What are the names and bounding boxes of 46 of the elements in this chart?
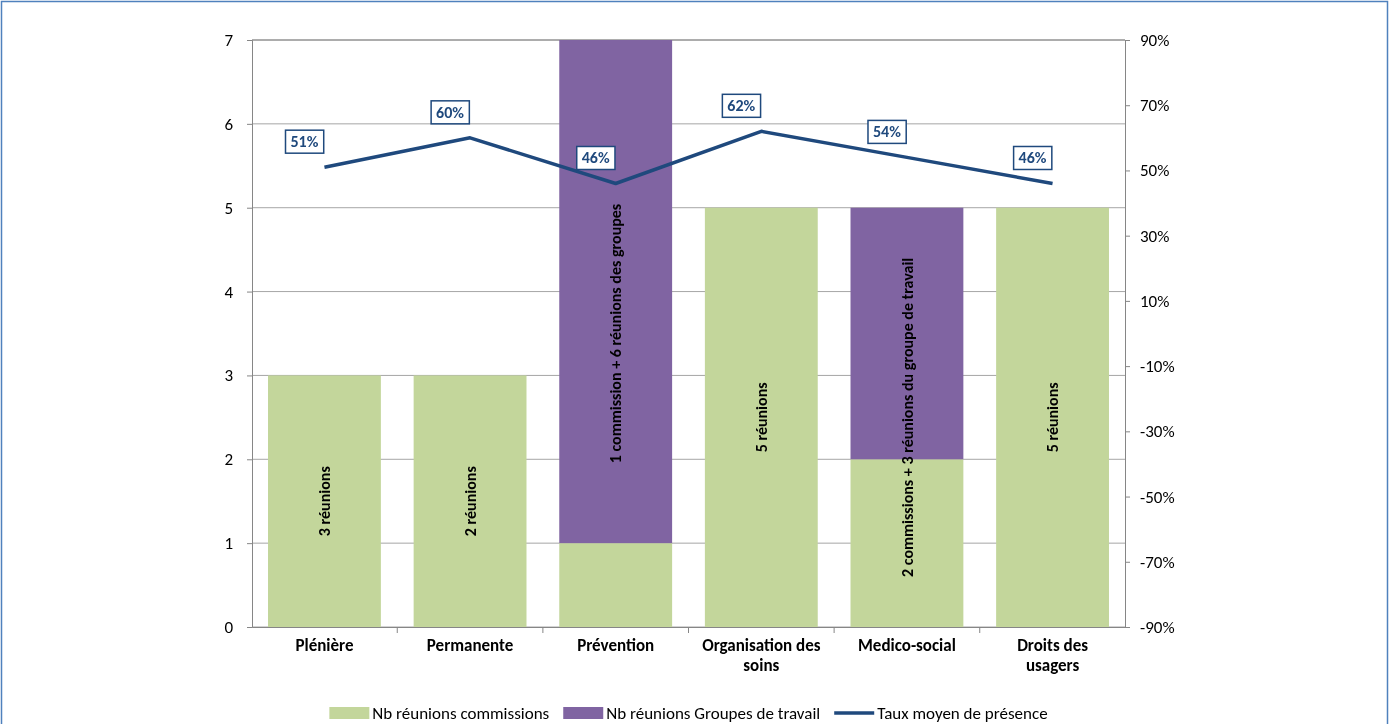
data-label: 60% — [436, 102, 465, 122]
y-tick-label: 4 — [224, 281, 234, 303]
y2-tick-label: -50% — [1140, 486, 1175, 508]
legend-label: Nb réunions Groupes de travail — [606, 703, 821, 724]
annotation: 3 réunions — [315, 466, 335, 537]
y-tick-label: 1 — [224, 533, 233, 555]
y2-tick-label: 70% — [1140, 95, 1170, 117]
bar — [268, 375, 381, 627]
annotation: 2 réunions — [460, 466, 480, 537]
y2-tick-label: -90% — [1140, 616, 1175, 638]
annotation: 1 commission + 6 réunions des groupes — [606, 203, 626, 464]
y2-tick-label: 30% — [1140, 225, 1170, 247]
data-label: 46% — [1018, 148, 1047, 168]
annotation: 2 commissions + 3 réunions du groupe de travail — [897, 257, 917, 577]
data-label: 46% — [581, 148, 610, 168]
x-tick-label: Droits des usagers — [1017, 635, 1089, 677]
y-tick-label: 7 — [224, 29, 234, 51]
bar — [704, 207, 818, 627]
data-label: 62% — [727, 96, 756, 116]
x-tick-label: Permanente — [426, 635, 514, 657]
y-tick-label: 6 — [224, 113, 234, 135]
x-tick-label: Prévention — [577, 635, 655, 657]
y2-tick-label: -10% — [1140, 356, 1175, 378]
x-tick-label: Plénière — [295, 635, 354, 657]
legend-label: Taux moyen de présence — [877, 703, 1048, 724]
annotation: 5 réunions — [751, 382, 771, 453]
bar — [996, 207, 1109, 627]
y-tick-label: 0 — [224, 616, 234, 638]
legend-label: Nb réunions commissions — [372, 703, 550, 724]
y-tick-label: 5 — [224, 197, 233, 219]
y2-tick-label: 90% — [1140, 29, 1170, 51]
bar — [413, 375, 527, 627]
y-tick-label: 3 — [224, 365, 233, 387]
bar — [559, 543, 673, 627]
y2-tick-label: -30% — [1140, 421, 1175, 443]
y2-tick-label: 50% — [1140, 160, 1170, 182]
bar — [559, 40, 673, 544]
x-tick-label: Organisation des soins — [702, 635, 821, 677]
x-tick-label: Medico-social — [857, 635, 956, 657]
y2-tick-label: 10% — [1140, 290, 1170, 312]
annotation: 5 réunions — [1043, 382, 1063, 453]
y-tick-label: 2 — [224, 449, 233, 471]
y2-tick-label: -70% — [1140, 551, 1175, 573]
data-label: 54% — [872, 122, 902, 142]
data-label: 51% — [290, 132, 319, 152]
bar — [850, 459, 964, 627]
